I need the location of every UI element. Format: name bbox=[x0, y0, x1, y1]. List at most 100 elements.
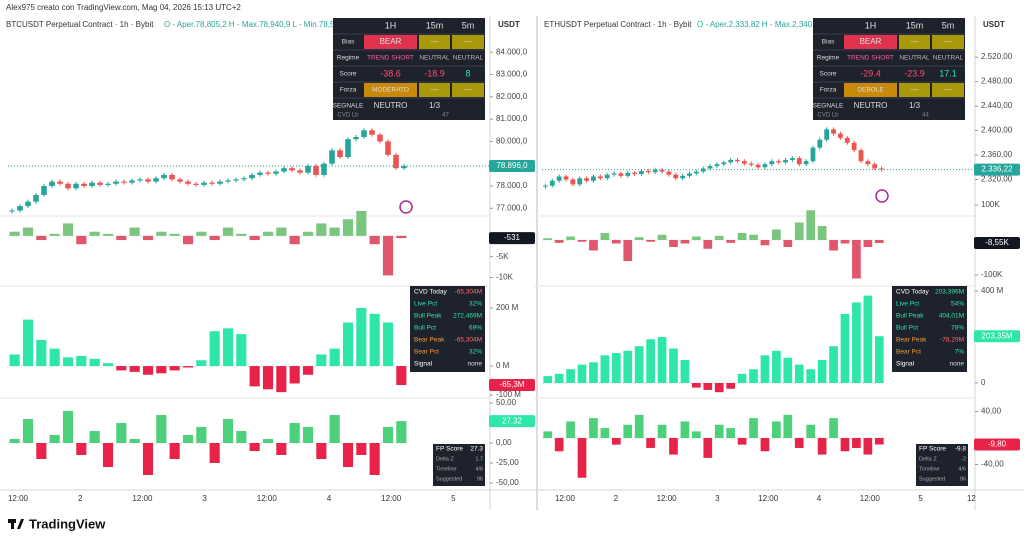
candle bbox=[161, 174, 167, 179]
bar bbox=[129, 366, 140, 372]
candle bbox=[273, 171, 279, 174]
bar bbox=[102, 233, 114, 236]
tick-label: 78.000,0 bbox=[496, 181, 528, 190]
bar bbox=[634, 414, 644, 439]
last-value-label: 203,35M bbox=[981, 331, 1012, 340]
bar bbox=[657, 336, 667, 384]
table-cell-text: 8 bbox=[465, 68, 470, 78]
cvd-cell: Bear Peak bbox=[896, 337, 927, 344]
tick-label: 400 M bbox=[981, 286, 1004, 295]
bar bbox=[196, 360, 207, 367]
last-value-label: -531 bbox=[504, 233, 521, 242]
table-cell-text: -23.9 bbox=[904, 68, 925, 78]
bar bbox=[874, 336, 884, 384]
time-label: 12:00 bbox=[860, 494, 881, 503]
bar bbox=[22, 419, 34, 443]
bar bbox=[209, 331, 220, 367]
bar bbox=[634, 346, 644, 384]
bar bbox=[874, 240, 884, 243]
candle bbox=[584, 178, 589, 181]
bar bbox=[817, 359, 827, 384]
bar bbox=[783, 414, 793, 439]
candle bbox=[838, 133, 843, 138]
bar bbox=[726, 240, 735, 243]
bar bbox=[589, 240, 598, 251]
fp-cell: 4/6 bbox=[958, 466, 966, 472]
bar bbox=[222, 419, 234, 443]
bar bbox=[222, 227, 234, 236]
candle bbox=[570, 179, 576, 185]
bar bbox=[863, 295, 873, 384]
candle bbox=[872, 164, 878, 169]
fp-table bbox=[433, 444, 485, 486]
candle bbox=[369, 130, 375, 135]
table-cell bbox=[844, 35, 897, 49]
bar bbox=[262, 366, 274, 390]
candle bbox=[113, 181, 119, 184]
table-cell-text: SEGNALE bbox=[813, 103, 844, 110]
bar bbox=[657, 234, 667, 241]
fp-cell: 96 bbox=[477, 476, 483, 482]
bar bbox=[249, 235, 260, 241]
table-footer: CVD Lb bbox=[337, 113, 359, 119]
cvd-cell: CVD Today bbox=[414, 289, 448, 296]
fp-cell: Suggested bbox=[919, 476, 945, 482]
bar bbox=[22, 319, 34, 367]
last-value-label: 2.336,22 bbox=[981, 165, 1013, 174]
candle bbox=[700, 168, 706, 172]
tick-label: 40,00 bbox=[981, 407, 1002, 416]
candle bbox=[645, 170, 651, 173]
candle bbox=[543, 185, 548, 187]
bar bbox=[714, 424, 724, 439]
fp-cell: 27.3 bbox=[470, 446, 483, 453]
candle bbox=[597, 176, 603, 179]
fp-cell: Delta Z bbox=[919, 456, 937, 462]
table-cell-text: --- bbox=[944, 37, 952, 46]
bar bbox=[102, 443, 114, 467]
candle bbox=[137, 179, 143, 181]
bar bbox=[289, 366, 300, 384]
candle bbox=[217, 181, 223, 184]
bar bbox=[817, 226, 827, 241]
bar bbox=[863, 240, 873, 248]
table-footer: CVD Lb bbox=[817, 113, 839, 119]
bar bbox=[692, 236, 701, 241]
logo bbox=[8, 519, 24, 529]
table-cell-text: MODERATO bbox=[372, 87, 409, 94]
candle bbox=[831, 129, 836, 134]
bar bbox=[760, 438, 770, 452]
table-cell-text: --- bbox=[464, 37, 472, 46]
cvd-cell: 7% bbox=[955, 349, 965, 356]
bar bbox=[543, 431, 553, 439]
candle bbox=[858, 150, 864, 162]
bar bbox=[794, 438, 804, 448]
cvd-cell: 54% bbox=[951, 301, 964, 308]
bar bbox=[806, 369, 816, 384]
bar bbox=[369, 443, 380, 475]
table-cell-text: BEAR bbox=[860, 37, 882, 46]
tick-label: 2.520,00 bbox=[981, 52, 1013, 61]
candle bbox=[41, 186, 47, 195]
table-footer: 44 bbox=[922, 113, 929, 119]
bar bbox=[554, 438, 564, 452]
table-cell-text: --- bbox=[911, 85, 919, 94]
candle bbox=[89, 182, 95, 187]
bar bbox=[316, 354, 327, 367]
bar bbox=[749, 234, 758, 241]
bar bbox=[302, 427, 314, 443]
alert-icon bbox=[399, 200, 413, 214]
candle bbox=[652, 169, 658, 173]
fp-cell: Delta Z bbox=[436, 456, 454, 462]
table-header: 5m bbox=[942, 20, 955, 30]
last-value-badge bbox=[974, 330, 1020, 343]
bar bbox=[396, 235, 407, 239]
currency: USDT bbox=[983, 20, 1005, 29]
bar bbox=[329, 415, 340, 443]
bar bbox=[749, 418, 758, 439]
bar bbox=[680, 240, 690, 244]
fp-cell: -9.8 bbox=[955, 446, 967, 453]
candle bbox=[851, 142, 857, 151]
bar bbox=[623, 240, 633, 261]
candle bbox=[844, 137, 850, 143]
